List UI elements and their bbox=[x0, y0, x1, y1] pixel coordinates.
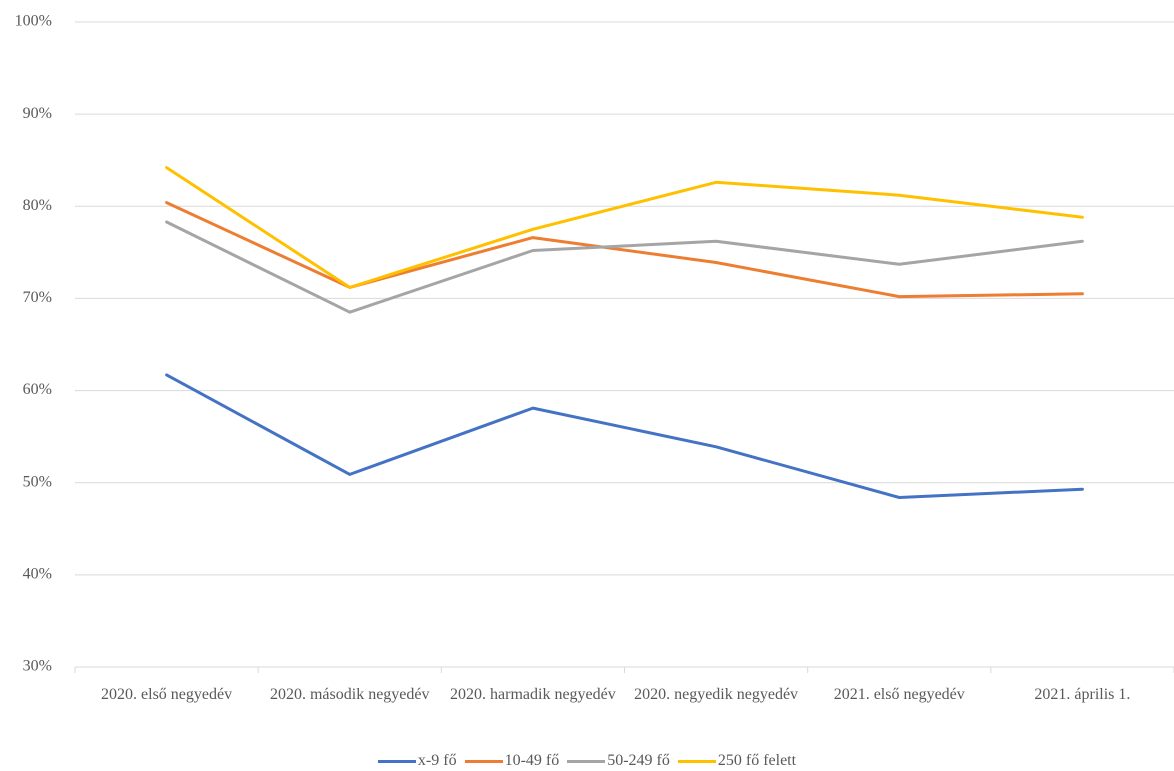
legend-label: x-9 fő bbox=[417, 752, 457, 769]
legend-item: x-9 fő bbox=[377, 752, 457, 770]
x-tick-label: 2020. harmadik negyedév bbox=[450, 686, 616, 703]
y-tick-label: 60% bbox=[23, 381, 52, 398]
x-tick-label: 2020. negyedik negyedév bbox=[634, 686, 799, 703]
y-tick-label: 100% bbox=[15, 13, 52, 30]
legend-item: 250 fő felett bbox=[677, 752, 797, 770]
legend: x-9 fő 10-49 fő 50-249 fő 250 fő felett bbox=[0, 752, 1174, 770]
y-tick-label: 50% bbox=[23, 473, 52, 490]
legend-label: 10-49 fő bbox=[504, 752, 560, 769]
legend-swatch bbox=[567, 759, 606, 763]
y-tick-label: 80% bbox=[23, 197, 52, 214]
legend-swatch bbox=[377, 759, 416, 763]
legend-label: 50-249 fő bbox=[607, 752, 670, 769]
legend-label: 250 fő felett bbox=[717, 752, 797, 769]
line-series bbox=[165, 201, 1084, 299]
legend-swatch bbox=[464, 759, 503, 763]
y-tick-label: 40% bbox=[23, 566, 52, 583]
y-tick-label: 90% bbox=[23, 105, 52, 122]
x-tick-label: 2021. április 1. bbox=[1034, 686, 1131, 703]
legend-swatch bbox=[677, 759, 716, 763]
legend-item: 10-49 fő bbox=[464, 752, 560, 770]
y-tick-label: 30% bbox=[23, 658, 52, 675]
x-tick-label: 2021. első negyedév bbox=[833, 686, 965, 703]
legend-item: 50-249 fő bbox=[567, 752, 670, 770]
line-series bbox=[165, 373, 1084, 499]
x-tick-label: 2020. első negyedév bbox=[101, 686, 233, 703]
line-series bbox=[165, 166, 1084, 289]
x-tick-label: 2020. második negyedév bbox=[269, 686, 430, 703]
line-series bbox=[165, 220, 1084, 314]
y-tick-label: 70% bbox=[23, 289, 52, 306]
